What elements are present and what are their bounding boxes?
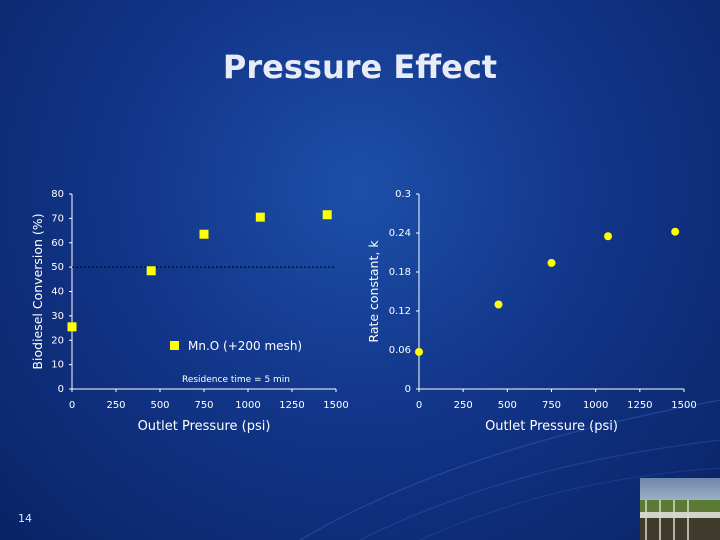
y-tick-label: 70 — [51, 213, 64, 224]
y-tick-label: 10 — [51, 360, 64, 371]
data-point-square — [146, 266, 156, 276]
y-tick-label: 0.06 — [389, 345, 411, 356]
y-tick-label: 30 — [51, 311, 64, 322]
data-point-circle — [604, 232, 613, 241]
y-tick-label: 40 — [51, 287, 64, 298]
x-tick-label: 0 — [69, 400, 75, 411]
x-tick-label: 1000 — [235, 400, 260, 411]
x-tick-label: 750 — [542, 400, 561, 411]
data-point-square — [67, 322, 77, 332]
y-tick-label: 50 — [51, 262, 64, 273]
y-tick-label: 0 — [58, 384, 64, 395]
y-tick-label: 60 — [51, 238, 64, 249]
x-tick-label: 0 — [416, 400, 422, 411]
data-point-square — [255, 212, 265, 222]
data-point-circle — [415, 347, 423, 356]
y-axis-label: Biodiesel Conversion (%) — [30, 213, 45, 369]
annotation-text: Residence time = 5 min — [182, 375, 290, 385]
reactor-photo — [640, 478, 720, 540]
y-tick-label: 0.24 — [389, 228, 411, 239]
y-tick-label: 0 — [405, 384, 411, 395]
data-point-circle — [547, 258, 556, 267]
x-axis-label: Outlet Pressure (psi) — [138, 419, 271, 434]
y-tick-label: 0.3 — [395, 189, 411, 200]
x-tick-label: 500 — [498, 400, 517, 411]
legend-label: Mn.O (+200 mesh) — [188, 339, 302, 353]
y-tick-label: 0.12 — [389, 306, 411, 317]
x-tick-label: 250 — [454, 400, 473, 411]
x-tick-label: 750 — [194, 400, 213, 411]
slide-title: Pressure Effect — [222, 48, 498, 86]
y-axis-label: Rate constant, k — [366, 240, 381, 343]
legend-marker — [170, 341, 179, 350]
x-tick-label: 1000 — [583, 400, 608, 411]
slide-number: 14 — [18, 512, 32, 525]
x-axis-label: Outlet Pressure (psi) — [485, 419, 618, 434]
data-point-circle — [671, 227, 680, 236]
x-tick-label: 1250 — [627, 400, 652, 411]
x-tick-label: 1500 — [671, 400, 696, 411]
data-point-circle — [494, 300, 503, 309]
y-tick-label: 0.18 — [389, 267, 411, 278]
x-tick-label: 500 — [150, 400, 169, 411]
reactor-photo-graphic — [640, 500, 720, 540]
y-tick-label: 80 — [51, 189, 64, 200]
x-tick-label: 1250 — [279, 400, 304, 411]
x-tick-label: 250 — [106, 400, 125, 411]
y-tick-label: 20 — [51, 335, 64, 346]
x-tick-label: 1500 — [323, 400, 348, 411]
data-point-square — [322, 210, 332, 220]
data-point-square — [199, 229, 209, 239]
